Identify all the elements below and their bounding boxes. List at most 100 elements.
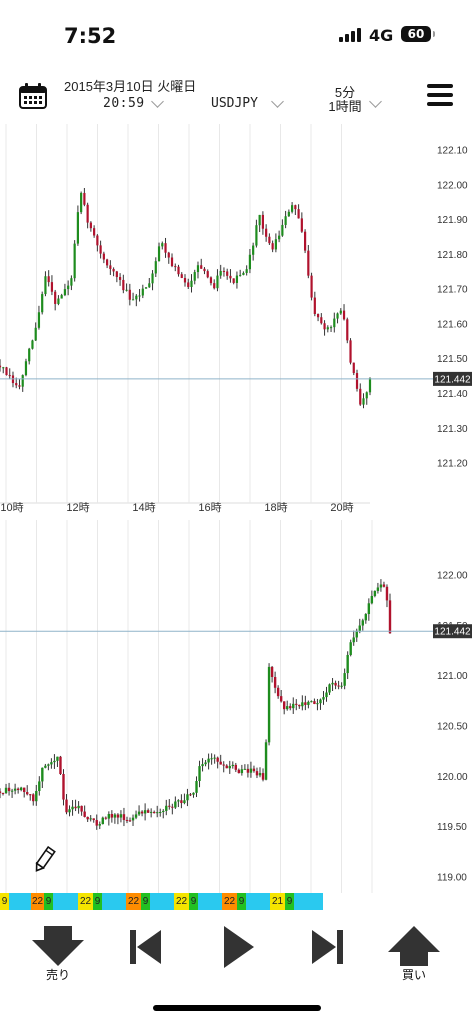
chevron-down-icon[interactable] bbox=[151, 95, 164, 108]
session-strip: 9 22 9 22 9 22 9 22 9 22 9 21 9 bbox=[0, 893, 393, 910]
candle-up bbox=[255, 225, 258, 246]
candle-up bbox=[267, 666, 271, 743]
candle-up bbox=[70, 278, 73, 286]
candle-up bbox=[292, 703, 295, 709]
y-tick-label: 121.20 bbox=[437, 459, 468, 470]
menu-icon[interactable] bbox=[427, 84, 453, 106]
candle-down bbox=[334, 682, 337, 686]
session-cell: 9 bbox=[44, 893, 53, 910]
candle-down bbox=[110, 814, 114, 818]
candle-down bbox=[342, 310, 346, 320]
candle-down bbox=[200, 265, 203, 269]
candle-up bbox=[201, 764, 204, 767]
chevron-down-icon[interactable] bbox=[369, 95, 382, 108]
candle-up bbox=[35, 791, 38, 802]
play-button[interactable] bbox=[222, 924, 256, 970]
session-cell: 9 bbox=[285, 893, 294, 910]
candle-up bbox=[258, 773, 262, 776]
candle-up bbox=[242, 272, 245, 275]
signal-icon bbox=[339, 28, 361, 42]
candle-up bbox=[274, 239, 277, 250]
candle-up bbox=[31, 340, 34, 349]
period-selector[interactable]: 5分 1時間 bbox=[322, 86, 368, 114]
candle-down bbox=[234, 764, 238, 770]
chart-5min[interactable]: 122.10 122.00 121.90 121.80 121.70 121.60 121.… bbox=[0, 124, 472, 520]
candle-up bbox=[204, 762, 207, 765]
candle-down bbox=[125, 819, 129, 821]
candle-up bbox=[177, 800, 180, 802]
time-selector[interactable]: 20:59 bbox=[103, 96, 145, 111]
candle-down bbox=[152, 811, 156, 814]
candle-up bbox=[41, 294, 44, 313]
candle-up bbox=[362, 398, 365, 405]
candle-up bbox=[370, 595, 374, 604]
candle-up bbox=[228, 766, 231, 769]
candle-up bbox=[183, 800, 186, 804]
calendar-icon[interactable] bbox=[18, 82, 48, 110]
candle-up bbox=[34, 327, 37, 341]
candle-up bbox=[287, 211, 290, 217]
buy-button[interactable]: 買い bbox=[384, 924, 444, 982]
y-tick-label: 121.80 bbox=[437, 250, 468, 261]
candle-down bbox=[265, 228, 268, 237]
session-cell: 21 bbox=[270, 893, 285, 910]
candle-up bbox=[245, 269, 248, 273]
candle-down bbox=[268, 236, 271, 244]
candle-down bbox=[171, 806, 174, 808]
chevron-down-icon[interactable] bbox=[271, 95, 284, 108]
status-time: 7:52 bbox=[64, 24, 117, 48]
candle-up bbox=[67, 285, 70, 290]
buy-label: 買い bbox=[401, 968, 426, 982]
candle-up bbox=[63, 289, 67, 296]
skip-forward-button[interactable] bbox=[309, 928, 345, 966]
candle-down bbox=[86, 816, 89, 820]
y-tick-label: 121.50 bbox=[437, 354, 468, 365]
candle-down bbox=[382, 584, 386, 587]
sell-button[interactable]: 売り bbox=[28, 924, 88, 982]
candle-down bbox=[222, 270, 226, 272]
candle-up bbox=[349, 642, 352, 655]
candle-up bbox=[113, 814, 117, 818]
candle-up bbox=[358, 625, 361, 631]
candle-down bbox=[174, 266, 177, 268]
period-primary: 5分 bbox=[334, 85, 356, 100]
candle-down bbox=[209, 277, 213, 284]
candle-up bbox=[80, 192, 83, 213]
candle-down bbox=[180, 800, 183, 804]
candle-up bbox=[144, 287, 148, 289]
candle-down bbox=[74, 806, 77, 809]
candle-up bbox=[190, 280, 193, 287]
session-cell bbox=[102, 893, 126, 910]
candle-up bbox=[76, 212, 79, 244]
candle-down bbox=[313, 701, 316, 705]
candle-up bbox=[53, 760, 56, 763]
candle-up bbox=[316, 703, 319, 705]
candle-up bbox=[231, 764, 234, 767]
candle-down bbox=[352, 362, 355, 374]
candle-up bbox=[379, 584, 383, 588]
x-tick-label: 20時 bbox=[330, 501, 353, 514]
candle-down bbox=[216, 757, 219, 762]
candle-up bbox=[364, 614, 368, 621]
candle-up bbox=[340, 685, 343, 687]
session-cell: 22 bbox=[31, 893, 44, 910]
candle-down bbox=[304, 702, 307, 705]
session-cell bbox=[294, 893, 323, 910]
candle-down bbox=[26, 792, 29, 795]
candle-up bbox=[339, 310, 342, 314]
candle-down bbox=[237, 769, 241, 774]
candle-up bbox=[192, 792, 195, 795]
candle-up bbox=[141, 288, 144, 296]
candle-up bbox=[240, 769, 244, 774]
symbol-selector[interactable]: USDJPY bbox=[211, 96, 258, 111]
session-cell: 9 bbox=[189, 893, 198, 910]
skip-back-button[interactable] bbox=[128, 928, 164, 966]
y-tick-label: 122.10 bbox=[437, 145, 468, 156]
candle-up bbox=[243, 768, 247, 770]
pencil-icon[interactable] bbox=[32, 845, 56, 874]
candle-down bbox=[313, 297, 316, 314]
y-tick-label: 121.70 bbox=[437, 285, 468, 296]
chart-1hour[interactable]: 122.00121.50121.00120.50120.00119.50119.… bbox=[0, 520, 472, 893]
sell-arrow-icon bbox=[32, 926, 84, 966]
candle-up bbox=[196, 265, 200, 273]
